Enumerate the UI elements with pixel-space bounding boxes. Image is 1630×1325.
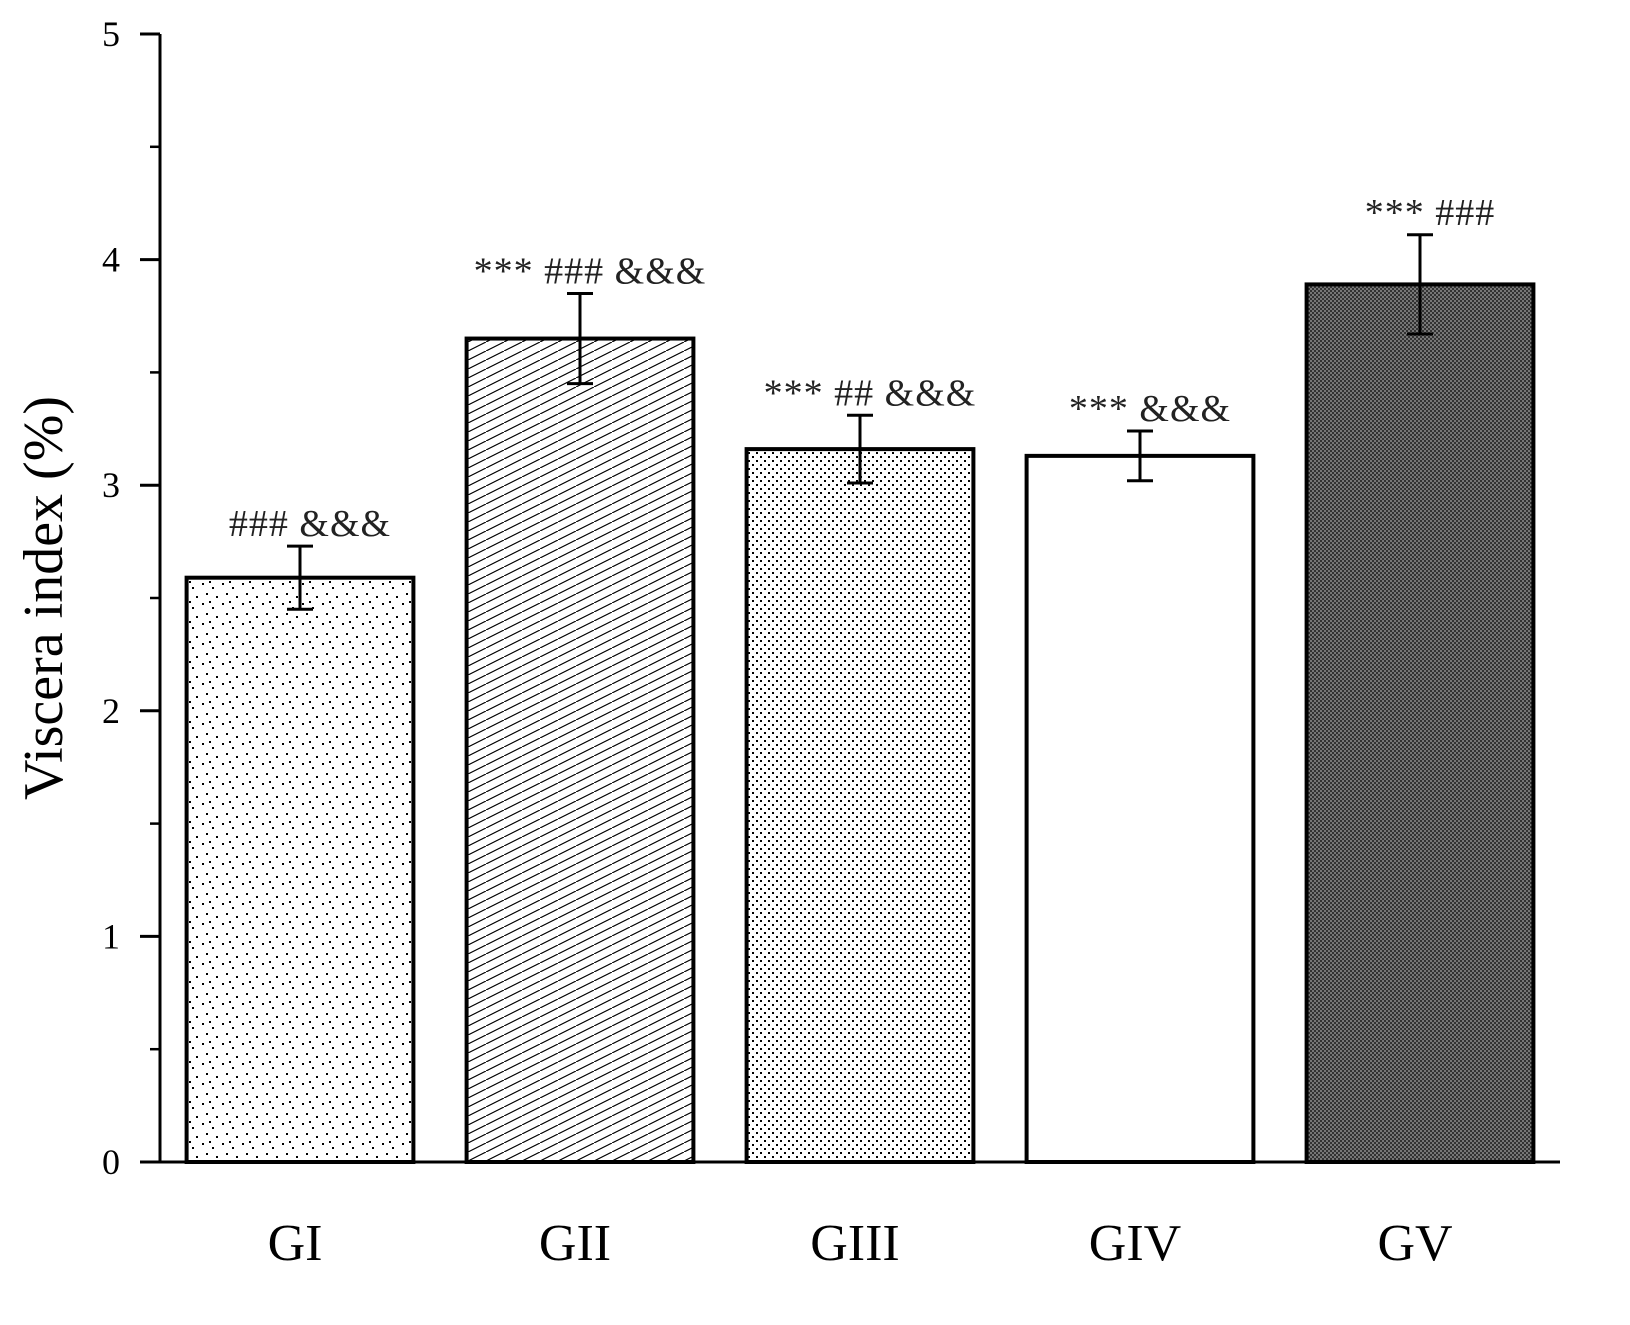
bar-gii [464,336,696,1164]
y-tick-label: 3 [102,465,120,505]
y-tick-label: 5 [102,14,120,54]
x-tick-label-gi: GI [268,1215,323,1272]
x-tick-label-gv: GV [1377,1215,1452,1272]
error-bar-gii [567,291,593,386]
error-bars [287,233,1433,611]
error-bar-gi [287,544,313,611]
x-tick-label-giii: GIII [810,1215,900,1272]
error-bar-giv [1127,429,1153,483]
bars [184,282,1536,1164]
x-category-labels: GI GII GIII GIV GV [268,1215,1453,1272]
y-tick-label: 2 [102,691,120,731]
annotation-gii: *** ### &&& [474,250,707,292]
annotation-giv: *** &&& [1069,388,1231,430]
y-tick-label: 0 [102,1142,120,1182]
bar-giii [744,447,976,1164]
bar-gv [1304,282,1536,1164]
x-tick-label-giv: GIV [1089,1215,1181,1272]
y-axis-title: Viscera index (%) [13,396,75,800]
y-tick-label: 1 [102,916,120,956]
annotation-gv: *** ### [1365,192,1496,234]
x-tick-label-gii: GII [539,1215,611,1272]
error-bar-giii [847,413,873,485]
significance-annotations: ### &&& *** ### &&& *** ## &&& *** &&& *** #… [229,192,1496,545]
y-ticks: 0 1 2 3 4 5 [102,14,160,1182]
bar-giv [1024,453,1256,1164]
bar-gi [184,575,416,1164]
annotation-gi: ### &&& [229,503,391,545]
annotation-giii: *** ## &&& [764,372,977,414]
y-tick-label: 4 [102,240,120,280]
error-bar-gv [1407,233,1433,336]
